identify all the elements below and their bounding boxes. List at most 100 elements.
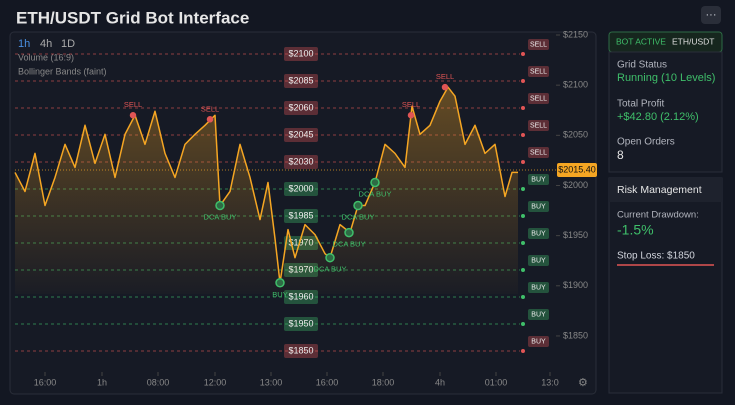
grid-level-dot — [521, 349, 525, 353]
annotation-marker — [215, 200, 225, 211]
stop-loss: Stop Loss: $1850 — [617, 251, 695, 262]
legend-item: Volume (16:9) — [18, 52, 74, 62]
grid-level-box — [284, 344, 318, 358]
stat-value: 8 — [617, 148, 624, 162]
grid-tag: SELL — [530, 68, 547, 75]
grid-tag: BUY — [531, 257, 546, 264]
grid-tag: SELL — [530, 149, 547, 156]
stat-label: Open Orders — [617, 137, 675, 148]
grid-level-dot — [521, 187, 525, 191]
grid-level-dot — [521, 133, 525, 137]
y-tick-label: $1900 — [563, 280, 588, 290]
grid-tag: SELL — [530, 95, 547, 102]
annotation-marker — [441, 83, 449, 91]
timeframe[interactable]: 1h — [18, 38, 30, 50]
annotation-label: SELL — [201, 104, 219, 113]
risk-title: Risk Management — [617, 184, 702, 196]
grid-level-dot — [521, 106, 525, 110]
menu-icon[interactable]: ··· — [706, 9, 717, 21]
timeframe[interactable]: 4h — [40, 38, 52, 50]
grid-tag: BUY — [531, 284, 546, 291]
grid-level-label: $2085 — [288, 75, 313, 85]
pair: ETH/USDT — [672, 36, 715, 46]
grid-level-dot — [521, 160, 525, 164]
grid-level-label: $1850 — [288, 345, 313, 355]
annotation-marker — [275, 278, 285, 288]
annotation-marker — [344, 227, 354, 238]
grid-tag: BUY — [531, 203, 546, 210]
x-tick-label: 13:00 — [260, 377, 283, 387]
risk-panel — [608, 177, 723, 394]
x-tick-label: 13:0 — [541, 377, 559, 387]
annotation-label: BUY — [272, 290, 287, 299]
grid-tag-box — [528, 336, 549, 347]
annotation-marker — [325, 252, 335, 263]
status: BOT ACTIVE — [616, 36, 666, 46]
annotation-marker — [370, 177, 380, 188]
annotation-label: DCA BUY — [359, 189, 392, 198]
grid-tag: SELL — [530, 41, 547, 48]
grid-level-dot — [521, 322, 525, 326]
grid-level-dot — [521, 79, 525, 83]
grid-level-dot — [521, 268, 525, 272]
drawdown-label: Current Drawdown: — [617, 210, 699, 221]
annotation-marker — [129, 112, 137, 119]
stat-value: Running (10 Levels) — [617, 72, 715, 84]
x-tick-label: 01:00 — [485, 377, 508, 387]
current-price-box — [557, 163, 597, 178]
grid-level-label: $2000 — [288, 183, 313, 193]
grid-tag: BUY — [531, 230, 546, 237]
grid-tag-box — [528, 93, 549, 104]
y-tick-label: $1850 — [563, 330, 588, 340]
grid-tag-box — [528, 120, 549, 131]
drawdown-value: -1.5% — [617, 222, 654, 238]
annotation-label: DCA BUY — [204, 213, 237, 222]
annotation-label: SELL — [436, 72, 454, 81]
grid-level-box — [284, 317, 318, 331]
annotation-label: DCA BUY — [342, 213, 375, 222]
settings-icon[interactable]: ⚙ — [578, 377, 588, 389]
grid-tag-box — [528, 147, 549, 158]
x-tick-label: 4h — [435, 377, 445, 387]
grid-tag-box — [528, 39, 549, 50]
y-tick-label: $2150 — [563, 29, 588, 39]
grid-level-box — [284, 74, 318, 88]
stat-label: Grid Status — [617, 60, 667, 71]
annotation-label: DCA BUY — [314, 265, 347, 274]
stat-label: Total Profit — [617, 99, 664, 110]
grid-tag: SELL — [530, 122, 547, 129]
grid-level-label: $1960 — [288, 291, 313, 301]
grid-level-label: $2045 — [288, 129, 313, 139]
grid-level-box — [284, 101, 318, 115]
grid-level-box — [284, 128, 318, 142]
annotation-marker — [407, 112, 415, 119]
grid-tag-box — [528, 255, 549, 266]
grid-level-dot — [521, 214, 525, 218]
annotation-label: SELL — [402, 100, 420, 109]
grid-level-label: $1950 — [288, 318, 313, 328]
grid-tag: BUY — [531, 311, 546, 318]
price-line — [14, 86, 518, 284]
x-tick-label: 12:00 — [204, 377, 227, 387]
annotation-label: SELL — [124, 100, 142, 109]
grid-level-box — [284, 182, 318, 196]
y-tick-label: $2100 — [563, 80, 588, 90]
annotation-marker — [206, 116, 214, 123]
grid-tag-box — [528, 309, 549, 320]
y-tick-label: $2050 — [563, 130, 588, 140]
annotation-label: DCA BUY — [333, 240, 366, 249]
x-tick-label: 16:00 — [316, 377, 339, 387]
y-tick-label: $2000 — [563, 180, 588, 190]
grid-level-box — [284, 155, 318, 169]
timeframe[interactable]: 1D — [61, 38, 75, 50]
grid-level-box — [284, 209, 318, 223]
x-tick-label: 08:00 — [147, 377, 170, 387]
grid-tag-box — [528, 66, 549, 77]
grid-level-dot — [521, 52, 525, 56]
menu-button[interactable] — [701, 6, 721, 24]
grid-level-label: $2060 — [288, 102, 313, 112]
grid-tag-box — [528, 282, 549, 293]
risk-header — [609, 178, 722, 202]
